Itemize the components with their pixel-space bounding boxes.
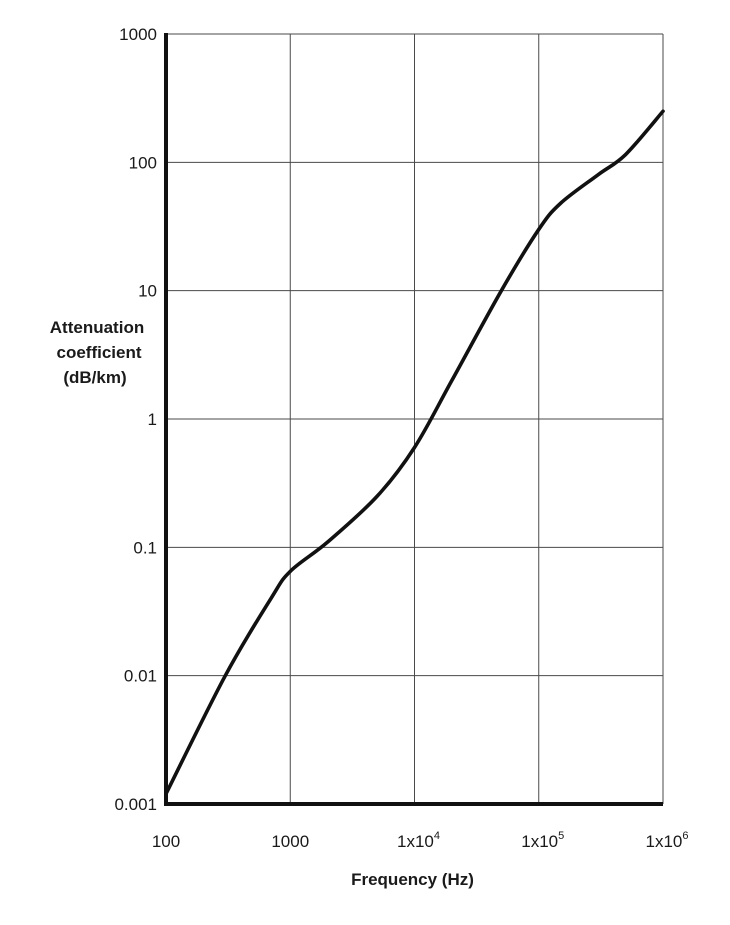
axis-layer [164, 33, 663, 806]
grid-layer [166, 33, 664, 804]
y-tick-label: 1000 [119, 25, 157, 44]
series-layer [164, 109, 665, 796]
y-tick-label: 0.1 [133, 538, 157, 557]
x-axis-title: Frequency (Hz) [351, 870, 474, 889]
y-tick-label: 0.01 [124, 667, 157, 686]
x-tick-label: 100 [152, 832, 180, 851]
y-tick-label: 1 [148, 410, 157, 429]
x-tick-label: 1x106 [646, 830, 689, 851]
y-axis-title-line: Attenuation [50, 318, 144, 337]
attenuation-curve [164, 109, 665, 796]
y-axis-title-line: coefficient [56, 343, 141, 362]
y-tick-label: 10 [138, 282, 157, 301]
y-axis-title: Attenuation coefficient (dB/km) [50, 318, 144, 387]
y-axis-title-line: (dB/km) [63, 368, 126, 387]
x-tick-label: 1x105 [521, 830, 564, 851]
y-tick-label: 100 [129, 153, 157, 172]
x-tick-label: 1x104 [397, 830, 440, 851]
x-tick-label: 1000 [271, 832, 309, 851]
y-tick-label: 0.001 [114, 795, 157, 814]
tick-label-layer: 1000 100 10 1 0.1 0.01 0.001 100 1000 1x104 1x105 1… [114, 25, 688, 851]
